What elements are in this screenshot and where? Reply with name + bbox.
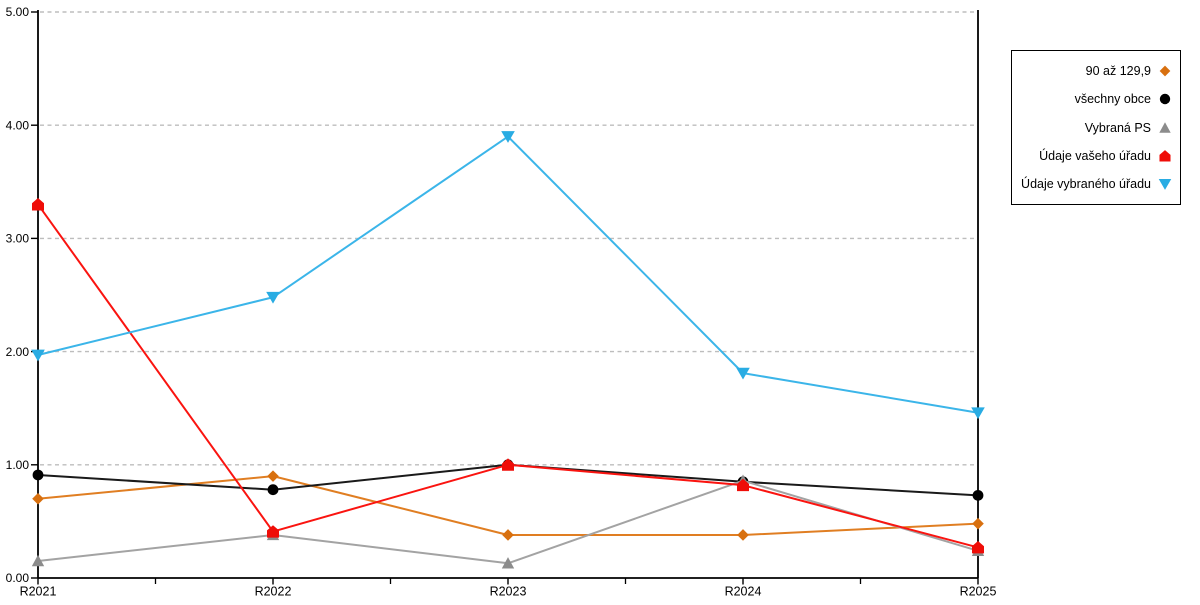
series-line-2 bbox=[37, 479, 979, 565]
series-marker-diamond bbox=[737, 529, 749, 541]
legend-label: Údaje vašeho úřadu bbox=[1039, 148, 1151, 163]
y-axis-tick-label: 3.00 bbox=[6, 232, 30, 246]
circle-icon bbox=[1159, 94, 1171, 105]
legend-label: všechny obce bbox=[1074, 92, 1151, 107]
series-marker-triangle-up bbox=[501, 557, 515, 569]
series-marker-triangle-down bbox=[501, 131, 515, 143]
legend-label: Vybraná PS bbox=[1084, 120, 1151, 135]
x-axis-tick-label: R2023 bbox=[490, 585, 527, 599]
y-axis-tick-label: 1.00 bbox=[6, 458, 30, 472]
series-marker-circle bbox=[972, 489, 984, 501]
legend-label: 90 až 129,9 bbox=[1085, 64, 1151, 78]
series-marker-diamond bbox=[32, 492, 44, 505]
series-marker-circle bbox=[32, 469, 44, 481]
series-marker-triangle-down bbox=[971, 407, 985, 420]
triangle-down-icon bbox=[1158, 179, 1172, 190]
y-axis-tick-label: 4.00 bbox=[6, 118, 30, 132]
legend-item: Údaje vašeho úřadu bbox=[1012, 142, 1180, 170]
legend-item: všechny obce bbox=[1012, 85, 1180, 113]
series-marker-diamond bbox=[502, 529, 514, 541]
legend-item: Vybraná PS bbox=[1012, 114, 1180, 142]
series-marker-pentagon bbox=[972, 541, 984, 554]
series-line-3 bbox=[37, 203, 979, 549]
y-axis-tick-label: 2.00 bbox=[6, 345, 30, 359]
diamond-icon bbox=[1159, 65, 1171, 77]
y-axis-tick-label: 5.00 bbox=[6, 5, 30, 19]
legend-label: Údaje vybraného úřadu bbox=[1021, 177, 1151, 191]
series-marker-triangle-down bbox=[736, 367, 750, 380]
series-marker-triangle-up bbox=[31, 554, 45, 567]
x-axis-tick-label: R2021 bbox=[20, 585, 57, 599]
series-line-4 bbox=[37, 135, 979, 414]
x-axis-tick-label: R2025 bbox=[960, 585, 997, 599]
series-marker-circle bbox=[267, 484, 279, 496]
series-marker-pentagon bbox=[32, 198, 44, 211]
series-marker-diamond bbox=[267, 470, 279, 482]
series-marker-pentagon bbox=[502, 458, 514, 471]
series-marker-triangle-down bbox=[266, 291, 280, 304]
pentagon-icon bbox=[1159, 149, 1171, 162]
series-marker-diamond bbox=[972, 517, 984, 530]
chart-legend: 90 až 129,9 všechny obce Vybraná PS Údaje v… bbox=[1011, 50, 1181, 205]
x-axis-tick-label: R2022 bbox=[255, 585, 292, 599]
legend-item: Údaje vybraného úřadu bbox=[1012, 170, 1180, 198]
x-axis-tick-label: R2024 bbox=[725, 585, 762, 599]
triangle-up-icon bbox=[1159, 121, 1171, 133]
series-marker-pentagon bbox=[737, 478, 749, 492]
series-marker-triangle-down bbox=[31, 349, 45, 362]
legend-item: 90 až 129,9 bbox=[1012, 57, 1180, 85]
y-axis-tick-label: 0.00 bbox=[6, 571, 30, 585]
series-line-0 bbox=[37, 475, 979, 536]
series-marker-pentagon bbox=[267, 525, 279, 538]
